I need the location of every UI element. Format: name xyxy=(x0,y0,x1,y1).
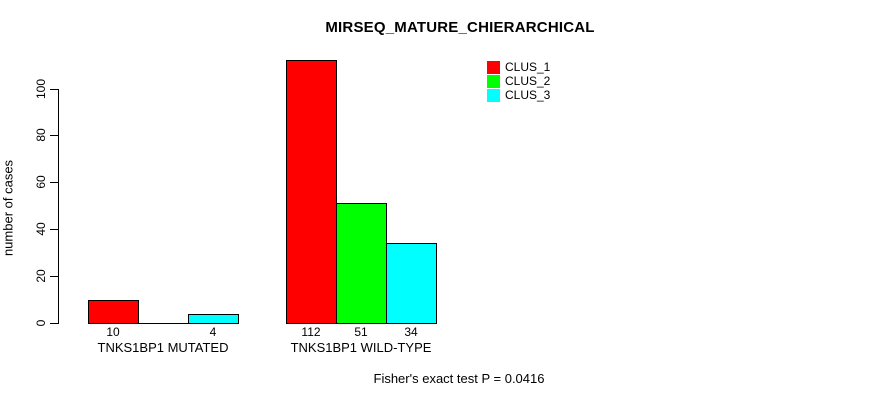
y-axis-title: number of cases xyxy=(0,159,16,257)
y-axis-tick xyxy=(50,276,58,278)
y-axis-tick xyxy=(50,88,58,90)
chart-title: MIRSEQ_MATURE_CHIERARCHICAL xyxy=(325,19,595,36)
footnote-text: Fisher's exact test P = 0.0416 xyxy=(373,371,545,386)
bar-clus_3-1 xyxy=(188,313,239,324)
legend-label: CLUS_3 xyxy=(505,88,551,102)
y-axis-tick-label: 80 xyxy=(34,128,48,143)
y-axis-tick xyxy=(50,229,58,231)
bar-value-label: 34 xyxy=(404,325,418,339)
legend-swatch-green xyxy=(487,74,500,88)
y-axis-tick-label: 40 xyxy=(34,222,48,236)
legend-item-clus-2: CLUS_2 xyxy=(487,74,550,88)
y-axis-tick-label: 0 xyxy=(34,319,48,327)
bar-clus_3-2 xyxy=(386,243,437,324)
legend-swatch-cyan xyxy=(487,88,500,102)
bar-clus_1-2 xyxy=(286,60,337,324)
bar-value-label: 10 xyxy=(106,325,120,339)
y-axis-tick-label: 60 xyxy=(34,175,48,189)
legend-label: CLUS_2 xyxy=(505,74,551,88)
bar-clus_2-2 xyxy=(336,203,387,324)
legend-swatch-red xyxy=(487,60,500,74)
y-axis-tick-label: 100 xyxy=(34,78,48,99)
y-axis-tick xyxy=(50,323,58,324)
bar-value-label: 51 xyxy=(354,325,368,339)
x-axis-group-label: TNKS1BP1 WILD-TYPE xyxy=(290,340,432,355)
legend-label: CLUS_1 xyxy=(505,60,551,74)
x-axis-group-label: TNKS1BP1 MUTATED xyxy=(97,340,229,355)
y-axis-tick-label: 20 xyxy=(34,269,48,283)
bar-value-label: 112 xyxy=(301,325,321,339)
legend-item-clus-1: CLUS_1 xyxy=(487,60,550,74)
y-axis-line xyxy=(58,88,59,324)
bar-clus_1-1 xyxy=(88,299,139,324)
y-axis-tick xyxy=(50,182,58,184)
y-axis-tick xyxy=(50,135,58,137)
group-baseline xyxy=(88,323,239,324)
legend: CLUS_1 CLUS_2 CLUS_3 xyxy=(487,60,550,102)
bar-value-label: 4 xyxy=(209,325,217,339)
legend-item-clus-3: CLUS_3 xyxy=(487,88,550,102)
